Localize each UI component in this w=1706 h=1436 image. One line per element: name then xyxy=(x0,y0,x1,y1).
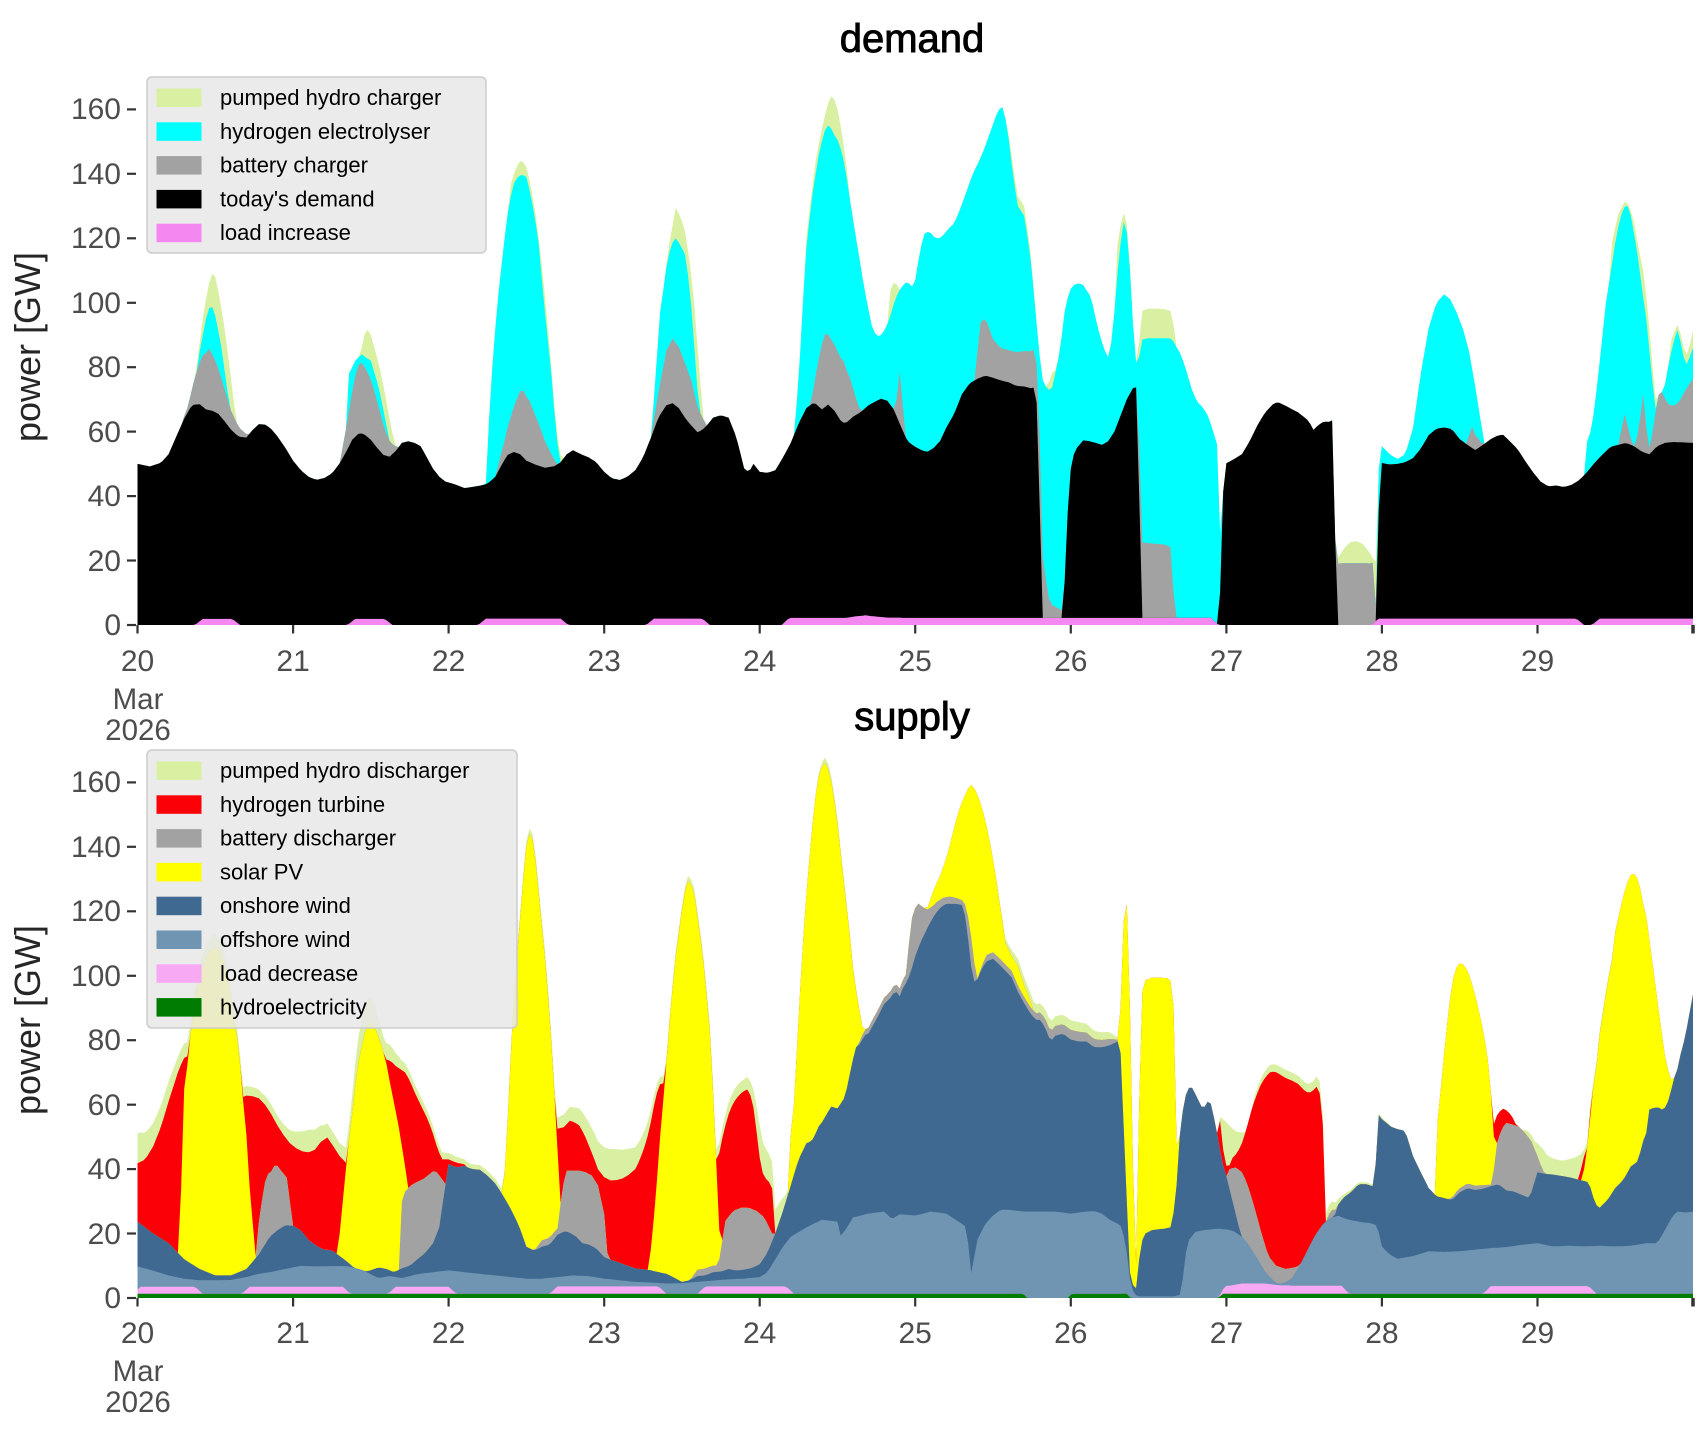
svg-text:29: 29 xyxy=(1521,645,1554,678)
svg-text:25: 25 xyxy=(899,645,932,678)
svg-text:hydroelectricity: hydroelectricity xyxy=(220,995,367,1020)
svg-text:120: 120 xyxy=(71,222,121,255)
svg-text:2026: 2026 xyxy=(105,1386,171,1419)
svg-text:60: 60 xyxy=(88,416,121,449)
svg-text:28: 28 xyxy=(1365,645,1398,678)
svg-text:supply: supply xyxy=(854,695,970,739)
svg-text:120: 120 xyxy=(71,895,121,928)
svg-text:24: 24 xyxy=(743,1317,776,1350)
svg-text:21: 21 xyxy=(276,1317,309,1350)
svg-text:60: 60 xyxy=(88,1089,121,1122)
svg-text:29: 29 xyxy=(1521,1317,1554,1350)
svg-text:pumped hydro discharger: pumped hydro discharger xyxy=(220,758,469,783)
svg-text:solar PV: solar PV xyxy=(220,859,303,884)
svg-text:20: 20 xyxy=(88,1218,121,1251)
svg-text:25: 25 xyxy=(899,1317,932,1350)
svg-text:160: 160 xyxy=(71,93,121,126)
svg-text:160: 160 xyxy=(71,766,121,799)
svg-text:27: 27 xyxy=(1210,1317,1243,1350)
svg-text:Mar: Mar xyxy=(113,1355,164,1388)
svg-text:80: 80 xyxy=(88,1024,121,1057)
svg-text:100: 100 xyxy=(71,287,121,320)
svg-text:80: 80 xyxy=(88,351,121,384)
svg-text:load increase: load increase xyxy=(220,220,351,245)
svg-text:22: 22 xyxy=(432,645,465,678)
svg-text:24: 24 xyxy=(743,645,776,678)
svg-text:pumped hydro charger: pumped hydro charger xyxy=(220,85,441,110)
svg-text:demand: demand xyxy=(840,17,985,61)
svg-text:140: 140 xyxy=(71,831,121,864)
svg-text:21: 21 xyxy=(276,645,309,678)
svg-text:Mar: Mar xyxy=(113,683,164,716)
svg-text:23: 23 xyxy=(588,1317,621,1350)
svg-text:26: 26 xyxy=(1054,1317,1087,1350)
svg-text:26: 26 xyxy=(1054,645,1087,678)
svg-text:27: 27 xyxy=(1210,645,1243,678)
svg-text:0: 0 xyxy=(104,1282,121,1315)
svg-text:20: 20 xyxy=(121,645,154,678)
svg-text:2026: 2026 xyxy=(105,714,171,747)
svg-text:20: 20 xyxy=(121,1317,154,1350)
svg-text:hydrogen turbine: hydrogen turbine xyxy=(220,792,385,817)
svg-text:onshore wind: onshore wind xyxy=(220,893,351,918)
svg-text:hydrogen electrolyser: hydrogen electrolyser xyxy=(220,119,430,144)
svg-text:22: 22 xyxy=(432,1317,465,1350)
svg-text:battery discharger: battery discharger xyxy=(220,826,396,851)
svg-text:offshore wind: offshore wind xyxy=(220,927,350,952)
svg-text:power [GW]: power [GW] xyxy=(7,925,48,1115)
svg-text:load decrease: load decrease xyxy=(220,961,358,986)
svg-text:20: 20 xyxy=(88,545,121,578)
svg-text:23: 23 xyxy=(588,645,621,678)
svg-text:today's demand: today's demand xyxy=(220,186,375,211)
svg-text:100: 100 xyxy=(71,960,121,993)
svg-text:0: 0 xyxy=(104,609,121,642)
svg-text:40: 40 xyxy=(88,480,121,513)
svg-text:battery charger: battery charger xyxy=(220,153,368,178)
svg-text:40: 40 xyxy=(88,1153,121,1186)
svg-text:power [GW]: power [GW] xyxy=(7,252,48,442)
svg-text:28: 28 xyxy=(1365,1317,1398,1350)
svg-text:140: 140 xyxy=(71,158,121,191)
